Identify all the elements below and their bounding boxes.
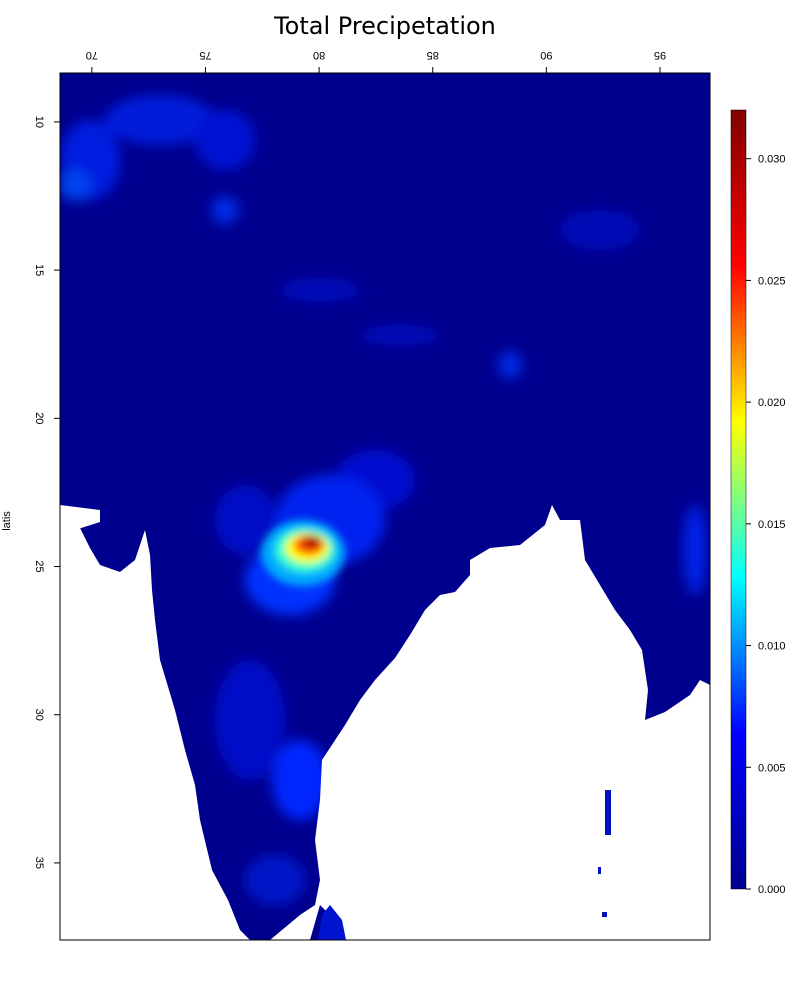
island-landmass [318,905,346,940]
sea-mask-arabian [60,505,250,940]
island-speck [605,790,611,835]
x-tick-label: 95 [654,49,666,61]
colorbar-tick-label: 0.000 [758,884,786,896]
sea-mask-bay [270,505,710,940]
precip-north-band [60,95,640,379]
colorbar-ticks: 0.000 0.005 0.010 0.015 0.020 0.025 0.030 [746,154,786,896]
colorbar-tick-label: 0.025 [758,275,786,287]
colorbar-tick-label: 0.030 [758,154,786,166]
heatmap-field [60,73,710,940]
y-axis-left: 10 15 20 25 30 35 [33,116,60,869]
y-tick-label: 30 [33,709,45,721]
y-tick-label: 15 [33,264,45,276]
colorbar-tick-label: 0.020 [758,397,786,409]
plot-frame [59,72,711,941]
island-speck [598,867,601,874]
precip-hotspot [261,520,345,586]
island-speck [602,912,607,917]
y-tick-label: 35 [33,857,45,869]
x-tick-label: 70 [86,49,98,61]
colorbar: 0.000 0.005 0.010 0.015 0.020 0.025 0.030 [730,109,786,896]
colorbar-tick-label: 0.015 [758,519,786,531]
x-axis-top: 70 75 80 85 90 95 [86,49,666,73]
colorbar-tick-label: 0.010 [758,641,786,653]
y-tick-label: 20 [33,412,45,424]
x-tick-label: 90 [540,49,552,61]
chart-title: Total Precipetation [274,12,496,40]
y-axis-label: latis [1,511,13,531]
x-tick-label: 75 [199,49,211,61]
y-tick-label: 25 [33,560,45,572]
colorbar-gradient [730,109,747,890]
x-tick-label: 80 [313,49,325,61]
y-tick-label: 10 [33,116,45,128]
x-tick-label: 85 [427,49,439,61]
colorbar-tick-label: 0.005 [758,762,786,774]
